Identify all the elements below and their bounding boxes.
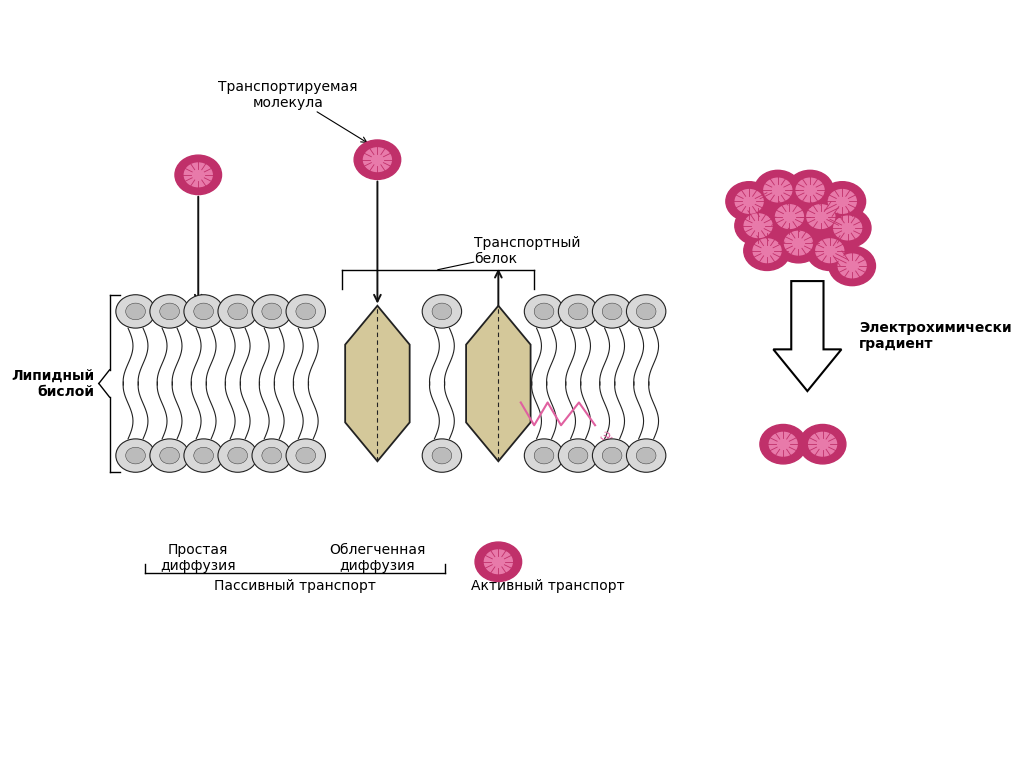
Circle shape	[796, 178, 824, 202]
Polygon shape	[773, 281, 842, 391]
Circle shape	[798, 197, 844, 236]
Circle shape	[755, 170, 801, 209]
Circle shape	[816, 239, 844, 262]
Circle shape	[784, 232, 812, 255]
Circle shape	[184, 295, 223, 328]
Circle shape	[432, 447, 452, 464]
Circle shape	[753, 239, 781, 262]
Circle shape	[218, 295, 257, 328]
Circle shape	[769, 433, 797, 456]
Circle shape	[828, 246, 876, 285]
Circle shape	[764, 178, 792, 202]
Text: Облегченная
диффузия: Облегченная диффузия	[330, 543, 426, 573]
Text: Транспортный
белок: Транспортный белок	[474, 235, 581, 266]
Circle shape	[627, 439, 666, 472]
Circle shape	[807, 231, 853, 271]
Circle shape	[839, 254, 866, 278]
Circle shape	[568, 303, 588, 320]
Circle shape	[194, 303, 213, 320]
Circle shape	[150, 295, 189, 328]
Circle shape	[286, 439, 326, 472]
Circle shape	[593, 439, 632, 472]
Circle shape	[160, 447, 179, 464]
Circle shape	[602, 447, 622, 464]
Circle shape	[766, 197, 813, 236]
Circle shape	[354, 140, 400, 179]
Circle shape	[834, 216, 861, 240]
Circle shape	[535, 447, 554, 464]
Circle shape	[286, 295, 326, 328]
Circle shape	[819, 182, 865, 221]
Circle shape	[636, 447, 656, 464]
Circle shape	[252, 295, 292, 328]
Circle shape	[807, 205, 835, 229]
Circle shape	[218, 439, 257, 472]
Text: Липидный
бислой: Липидный бислой	[11, 368, 94, 399]
Text: Пассивный транспорт: Пассивный транспорт	[214, 579, 376, 593]
Polygon shape	[345, 306, 410, 461]
Circle shape	[735, 206, 781, 245]
Circle shape	[194, 447, 213, 464]
Circle shape	[252, 439, 292, 472]
Circle shape	[227, 303, 248, 320]
Text: Электрохимически
градиент: Электрохимически градиент	[859, 321, 1012, 351]
Circle shape	[775, 205, 804, 229]
Circle shape	[262, 303, 282, 320]
Circle shape	[760, 424, 807, 464]
Circle shape	[809, 433, 837, 456]
Circle shape	[484, 550, 512, 574]
Circle shape	[535, 303, 554, 320]
Text: Энергия: Энергия	[597, 429, 651, 468]
Circle shape	[116, 295, 156, 328]
Text: Транспортируемая
молекула: Транспортируемая молекула	[218, 81, 357, 110]
Circle shape	[786, 170, 834, 209]
Circle shape	[800, 424, 846, 464]
Circle shape	[743, 231, 791, 271]
Circle shape	[568, 447, 588, 464]
Circle shape	[432, 303, 452, 320]
Circle shape	[422, 295, 462, 328]
Text: Простая
диффузия: Простая диффузия	[161, 543, 237, 573]
Circle shape	[735, 189, 763, 213]
Circle shape	[558, 295, 598, 328]
Circle shape	[296, 303, 315, 320]
Circle shape	[602, 303, 622, 320]
Circle shape	[364, 148, 391, 172]
Circle shape	[744, 214, 772, 238]
Circle shape	[422, 439, 462, 472]
Circle shape	[524, 295, 564, 328]
Circle shape	[775, 223, 821, 263]
Circle shape	[126, 447, 145, 464]
Circle shape	[126, 303, 145, 320]
Circle shape	[184, 439, 223, 472]
Circle shape	[160, 303, 179, 320]
Circle shape	[726, 182, 772, 221]
Circle shape	[824, 209, 871, 248]
Circle shape	[296, 447, 315, 464]
Circle shape	[175, 155, 221, 195]
Circle shape	[593, 295, 632, 328]
Circle shape	[227, 447, 248, 464]
Circle shape	[558, 439, 598, 472]
Circle shape	[150, 439, 189, 472]
Circle shape	[524, 439, 564, 472]
Circle shape	[116, 439, 156, 472]
Text: Активный транспорт: Активный транспорт	[471, 579, 625, 593]
Polygon shape	[466, 306, 530, 461]
Circle shape	[627, 295, 666, 328]
Circle shape	[475, 542, 521, 581]
Circle shape	[828, 189, 856, 213]
Circle shape	[262, 447, 282, 464]
Circle shape	[636, 303, 656, 320]
Circle shape	[184, 163, 212, 186]
